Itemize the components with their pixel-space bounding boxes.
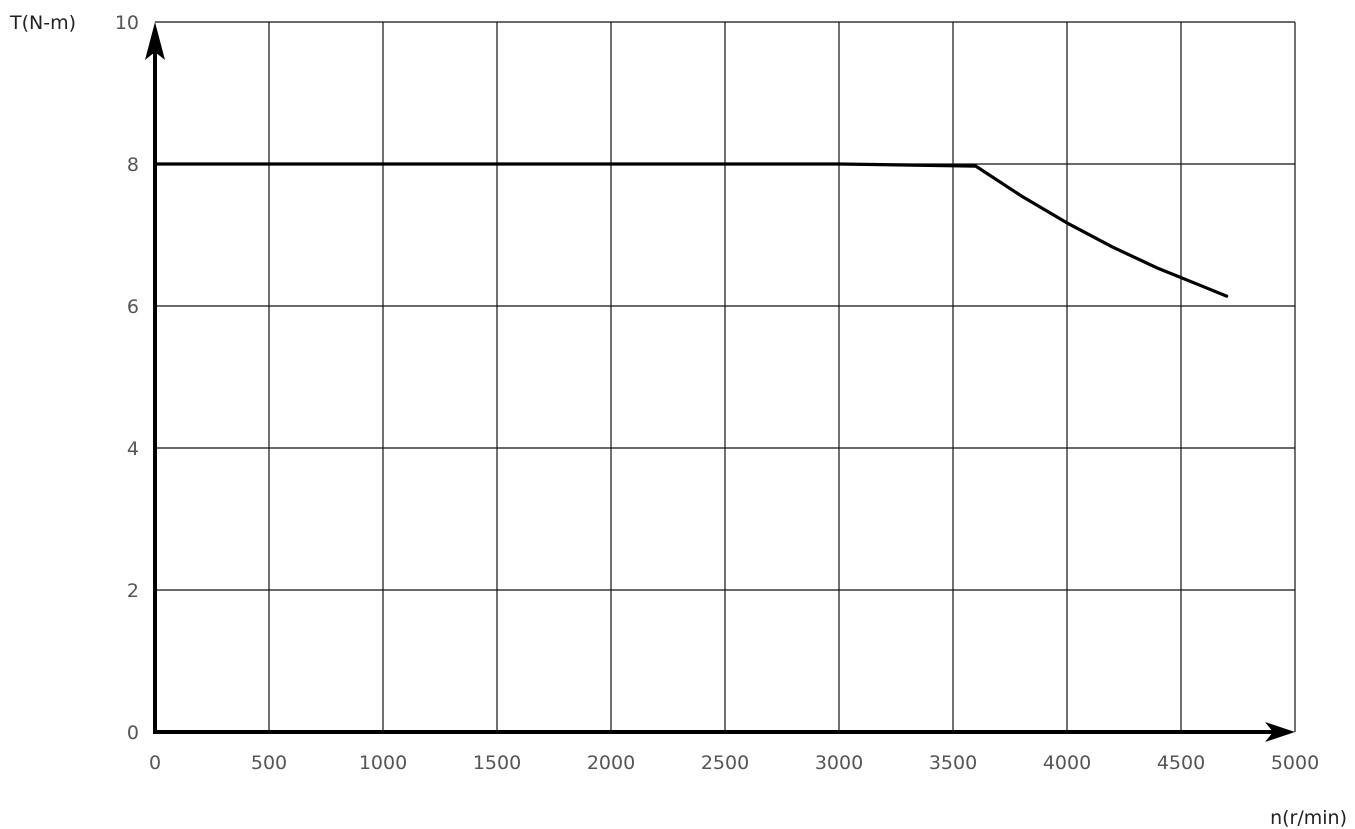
x-tick-label: 3000 <box>815 752 863 774</box>
y-tick-label: 6 <box>127 296 139 318</box>
x-tick-label: 0 <box>149 752 161 774</box>
torque-curve <box>153 162 1229 298</box>
x-tick-label: 1500 <box>473 752 521 774</box>
x-tick-label: 2500 <box>701 752 749 774</box>
y-axis-arrowhead <box>145 22 165 60</box>
y-tick-label: 4 <box>127 438 139 460</box>
y-tick-label: 0 <box>127 722 139 744</box>
x-tick-label: 2000 <box>587 752 635 774</box>
x-tick-label: 3500 <box>929 752 977 774</box>
y-tick-labels: 0 2 4 6 8 10 <box>115 12 139 744</box>
vertical-grid <box>268 22 1296 732</box>
y-axis-title: T(N-m) <box>9 12 76 34</box>
series-group <box>153 162 1229 298</box>
y-tick-label: 2 <box>127 580 139 602</box>
x-axis-title: n(r/min) <box>1270 807 1347 829</box>
axes <box>145 22 1295 742</box>
y-tick-label: 8 <box>127 154 139 176</box>
x-tick-label: 500 <box>251 752 287 774</box>
x-tick-label: 1000 <box>359 752 407 774</box>
y-tick-label: 10 <box>115 12 139 34</box>
x-tick-labels: 0 500 1000 1500 2000 2500 3000 3500 4000 4500 5000 <box>149 752 1319 774</box>
x-axis-arrowhead <box>1265 722 1295 742</box>
x-tick-label: 5000 <box>1271 752 1319 774</box>
x-tick-label: 4000 <box>1043 752 1091 774</box>
x-tick-label: 4500 <box>1157 752 1205 774</box>
